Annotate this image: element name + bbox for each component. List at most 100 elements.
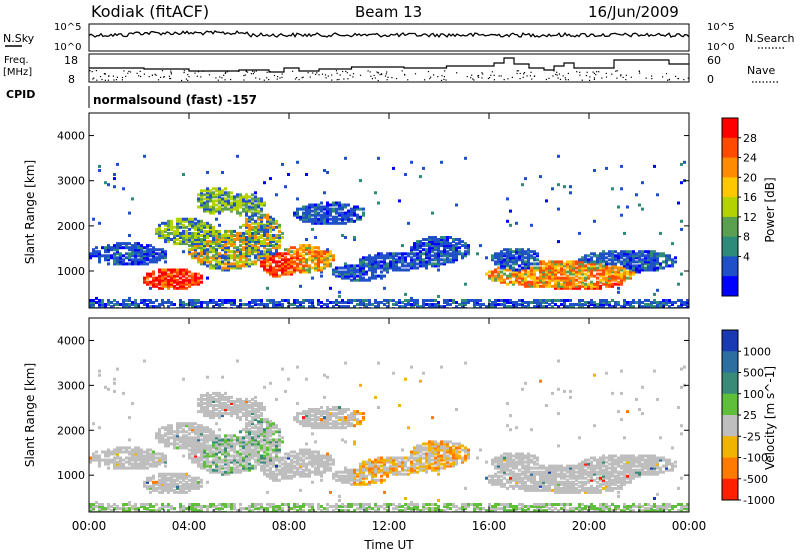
power-cell [302, 213, 305, 217]
power-cell [131, 303, 134, 306]
power-cell [242, 234, 245, 237]
velocity-cell [221, 404, 224, 407]
power-cell [644, 266, 647, 270]
power-cell [593, 284, 596, 288]
velocity-cell [269, 476, 272, 480]
power-cell [596, 303, 599, 306]
power-cell [425, 252, 428, 256]
power-cell [338, 221, 341, 225]
velocity-cell [137, 446, 140, 450]
power-cell [149, 280, 152, 284]
velocity-cell [197, 509, 200, 512]
power-cell [587, 254, 590, 258]
power-cell [188, 240, 191, 244]
power-cell [635, 266, 638, 270]
power-ytick-label: 1000 [57, 265, 85, 278]
power-cell [443, 246, 446, 250]
velocity-cell [194, 476, 197, 480]
power-cell [269, 223, 272, 227]
velocity-cell [170, 430, 173, 434]
power-cell [659, 252, 662, 256]
velocity-cell [182, 430, 185, 434]
power-cell [332, 219, 335, 223]
power-cell [206, 199, 209, 203]
velocity-cell [116, 450, 119, 454]
nave-point [246, 71, 249, 73]
power-cell [269, 248, 272, 252]
velocity-cell [245, 397, 248, 401]
power-cell [332, 270, 335, 274]
power-cell [170, 272, 173, 276]
power-cell [362, 268, 365, 272]
power-cell [329, 217, 332, 221]
power-cell [557, 270, 560, 274]
power-cell [503, 305, 506, 308]
power-cell [158, 234, 161, 237]
power-cell [422, 262, 425, 266]
power-cell [377, 274, 380, 278]
power-cell [413, 266, 416, 270]
velocity-cell [158, 486, 161, 490]
velocity-cell [194, 440, 197, 444]
nave-point [559, 78, 562, 80]
power-cell [593, 274, 596, 278]
power-cell [104, 305, 107, 308]
velocity-cell [206, 406, 209, 409]
velocity-cell [269, 460, 272, 464]
power-cell [260, 299, 263, 302]
power-cell [575, 262, 578, 266]
power-cell [533, 256, 536, 260]
velocity-cell [167, 482, 170, 486]
power-cell [218, 234, 221, 237]
power-cell [584, 301, 587, 304]
power-cell [494, 299, 497, 302]
power-cell [269, 217, 272, 221]
power-cell [620, 213, 623, 217]
power-cell [266, 252, 269, 256]
power-cell [197, 272, 200, 276]
power-cell [593, 301, 596, 304]
velocity-cell [158, 474, 161, 478]
velocity-cell [182, 509, 185, 512]
power-cell [179, 217, 182, 221]
power-cell [323, 264, 326, 268]
power-cell [338, 201, 341, 205]
power-cell [680, 181, 683, 185]
power-cell [149, 301, 152, 304]
power-cell [245, 195, 248, 199]
power-cell [263, 215, 266, 219]
power-cell [191, 236, 194, 239]
power-cell [272, 266, 275, 270]
power-cell [530, 266, 533, 270]
velocity-cell [164, 438, 167, 442]
nave-point [471, 74, 473, 76]
velocity-cell [188, 436, 191, 440]
power-cell [254, 219, 257, 223]
power-cell [362, 278, 365, 282]
velocity-cell [248, 440, 251, 444]
power-cell [431, 211, 434, 215]
power-cell [425, 242, 428, 246]
velocity-cell [206, 505, 209, 508]
power-cell [353, 305, 356, 308]
power-cell [221, 246, 224, 250]
power-cell [155, 231, 158, 235]
power-cell [353, 274, 356, 278]
velocity-cell [239, 397, 242, 401]
power-cell [410, 258, 413, 262]
power-cell [239, 203, 242, 207]
power-cell [263, 201, 266, 205]
power-cell [611, 260, 614, 264]
power-cell [329, 254, 332, 258]
nave-point [639, 72, 641, 74]
power-cell [386, 266, 389, 270]
power-cell [509, 280, 512, 284]
velocity-cell [107, 503, 110, 506]
velocity-cell [230, 446, 233, 450]
velocity-cell [182, 446, 185, 450]
power-cell [656, 305, 659, 308]
power-cell [557, 282, 560, 286]
power-cell [647, 252, 650, 256]
velocity-cell [131, 462, 134, 466]
power-cell [134, 248, 137, 252]
